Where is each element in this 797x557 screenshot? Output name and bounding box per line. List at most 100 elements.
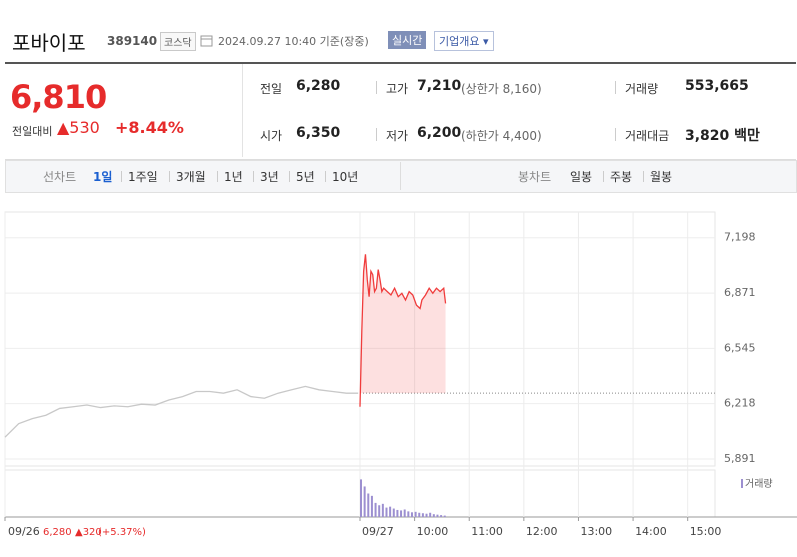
separator — [325, 171, 326, 182]
company-label: 기업개요 — [439, 35, 480, 48]
x-tick-label: 12:00 — [526, 525, 558, 538]
stock-name: 포바이포 — [12, 31, 86, 55]
tab[interactable]: 1년 — [224, 170, 243, 184]
change-label: 전일대비 — [12, 125, 53, 138]
tab[interactable]: 1일 — [93, 170, 113, 184]
quote-label: 거래대금 — [625, 129, 670, 143]
volume-bar — [407, 511, 410, 517]
quote-label: 저가 — [386, 129, 409, 143]
volume-bar — [400, 510, 403, 517]
separator — [121, 171, 122, 182]
market-badge: 코스닥 — [160, 32, 196, 51]
separator — [169, 171, 170, 182]
volume-bar — [381, 503, 384, 517]
quote-value: 7,210 — [417, 78, 462, 94]
separator — [643, 171, 644, 182]
company-button[interactable]: 기업개요 ▾ — [434, 31, 494, 51]
prev-day-info: (+5.37%) — [98, 527, 146, 538]
quote-extra: (하한가 4,400) — [461, 129, 542, 143]
volume-bar — [360, 479, 362, 517]
stock-code: 389140 — [107, 34, 158, 48]
x-tick-label: 10:00 — [417, 525, 449, 538]
quote-label: 전일 — [260, 82, 283, 96]
tab[interactable]: 월봉 — [650, 170, 673, 184]
x-tick-label: 14:00 — [635, 525, 667, 538]
volume-bar — [374, 502, 377, 517]
volume-bar — [403, 509, 406, 517]
realtime-badge[interactable]: 실시간 — [388, 31, 427, 49]
tab[interactable]: 주봉 — [610, 170, 633, 184]
volume-bar — [370, 495, 373, 517]
divider — [242, 64, 243, 157]
tab[interactable]: 3개월 — [176, 170, 206, 184]
volume-bar — [392, 508, 395, 517]
tab-bar — [5, 160, 797, 193]
y-tick-label: 6,218 — [724, 397, 756, 410]
quote-label: 고가 — [386, 82, 409, 96]
timestamp: 2024.09.27 10:40 기준(장중) — [218, 35, 369, 48]
volume-bar — [443, 515, 446, 517]
separator — [603, 171, 604, 182]
volume-bar — [425, 513, 428, 517]
line — [4, 385, 359, 438]
volume-bar — [414, 511, 417, 517]
volume-bar — [378, 505, 381, 517]
tab[interactable]: 일봉 — [570, 170, 593, 184]
volume-bar — [432, 514, 435, 517]
separator — [253, 171, 254, 182]
quote-extra: (상한가 8,160) — [461, 82, 542, 96]
x-tick-label: 09/26 — [8, 525, 40, 538]
volume-bar — [410, 512, 413, 517]
quote-value: 3,820 백만 — [685, 128, 760, 144]
quote-label: 시가 — [260, 129, 283, 143]
separator — [615, 81, 616, 94]
tab[interactable]: 1주일 — [128, 170, 158, 184]
volume-bar — [421, 513, 424, 517]
volume-bar — [429, 512, 432, 517]
x-tick-label: 09/27 — [362, 525, 394, 538]
volume-bar — [367, 493, 370, 517]
tab[interactable]: 10년 — [332, 170, 359, 184]
volume-bar — [385, 507, 388, 517]
volume-bar — [396, 509, 399, 517]
prev-day-info: ▲320 — [75, 527, 102, 538]
tab[interactable]: 3년 — [260, 170, 279, 184]
separator — [376, 81, 377, 94]
legend-label: 거래량 — [745, 478, 773, 490]
x-tick-label: 11:00 — [471, 525, 503, 538]
quote-value: 6,350 — [296, 125, 341, 141]
quote-value: 553,665 — [685, 78, 749, 94]
prev-day-info: 6,280 — [43, 527, 72, 538]
legend-swatch — [741, 479, 743, 488]
change: ▲530 — [57, 118, 100, 137]
line — [359, 254, 447, 407]
y-tick-label: 5,891 — [724, 452, 756, 465]
y-tick-label: 6,545 — [724, 341, 756, 354]
tab-group-label: 선차트 — [43, 170, 77, 184]
separator — [289, 171, 290, 182]
volume-bar — [389, 506, 392, 517]
y-tick-label: 7,198 — [724, 231, 756, 244]
tab[interactable]: 5년 — [296, 170, 315, 184]
y-tick-label: 6,871 — [724, 286, 756, 299]
volume-bar — [436, 514, 439, 517]
quote-label: 거래량 — [625, 82, 659, 96]
separator — [615, 128, 616, 141]
calendar-icon — [200, 35, 213, 47]
quote-value: 6,200 — [417, 125, 462, 141]
volume-bar — [363, 486, 366, 517]
rate: +8.44% — [115, 118, 184, 137]
x-tick-label: 15:00 — [690, 525, 722, 538]
divider — [400, 162, 401, 190]
price: 6,810 — [10, 78, 107, 116]
separator — [376, 128, 377, 141]
separator — [217, 171, 218, 182]
quote-box — [5, 62, 796, 160]
volume-bar — [440, 515, 443, 517]
x-tick-label: 13:00 — [580, 525, 612, 538]
tab-group-label: 봉차트 — [518, 170, 552, 184]
volume-bar — [418, 512, 421, 517]
quote-value: 6,280 — [296, 78, 341, 94]
